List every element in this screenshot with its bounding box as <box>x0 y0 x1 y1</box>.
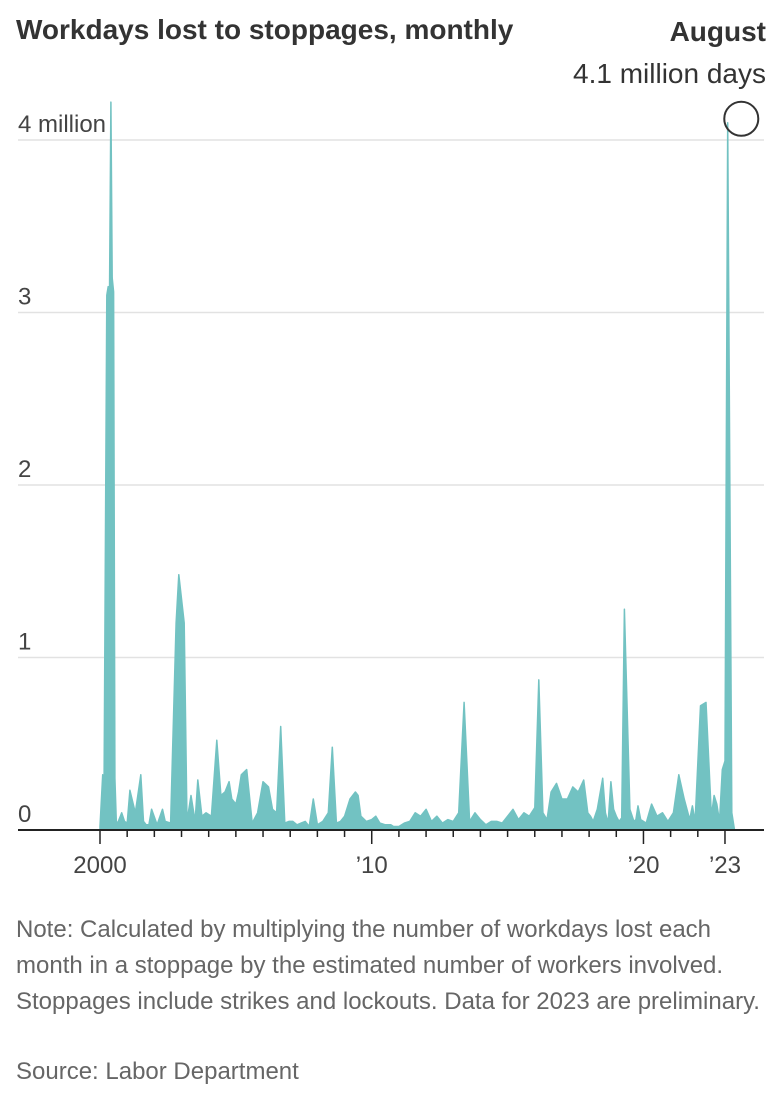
chart-note: Note: Calculated by multiplying the numb… <box>16 916 760 1015</box>
x-tick-label-2020: ’20 <box>627 852 659 879</box>
annotation-label: August <box>669 16 766 47</box>
chart-title: Workdays lost to stoppages, monthly <box>16 14 514 45</box>
y-tick-label-2: 2 <box>18 456 31 483</box>
x-axis <box>18 829 764 844</box>
annotation-value: 4.1 million days <box>573 58 766 89</box>
grid-lines <box>18 139 764 659</box>
annotation-circle <box>723 100 760 137</box>
y-tick-label-3: 3 <box>18 284 31 311</box>
x-tick-label-2000: 2000 <box>73 852 126 879</box>
x-tick-label-2010: ’10 <box>356 852 388 879</box>
area-chart: 4 million 3 2 1 0 2000 ’10 ’20 ’23 <box>18 100 764 879</box>
y-tick-label-0: 0 <box>18 801 31 828</box>
y-axis-labels: 4 million 3 2 1 0 <box>18 111 106 828</box>
y-tick-label-4: 4 million <box>18 111 106 138</box>
data-area <box>99 101 745 831</box>
series-area-0 <box>99 101 745 831</box>
annotation-marker <box>723 100 760 137</box>
x-tick-label-2023: ’23 <box>709 852 741 879</box>
y-tick-label-1: 1 <box>18 629 31 656</box>
x-axis-labels: 2000 ’10 ’20 ’23 <box>73 852 741 879</box>
chart-source: Source: Labor Department <box>16 1058 299 1085</box>
